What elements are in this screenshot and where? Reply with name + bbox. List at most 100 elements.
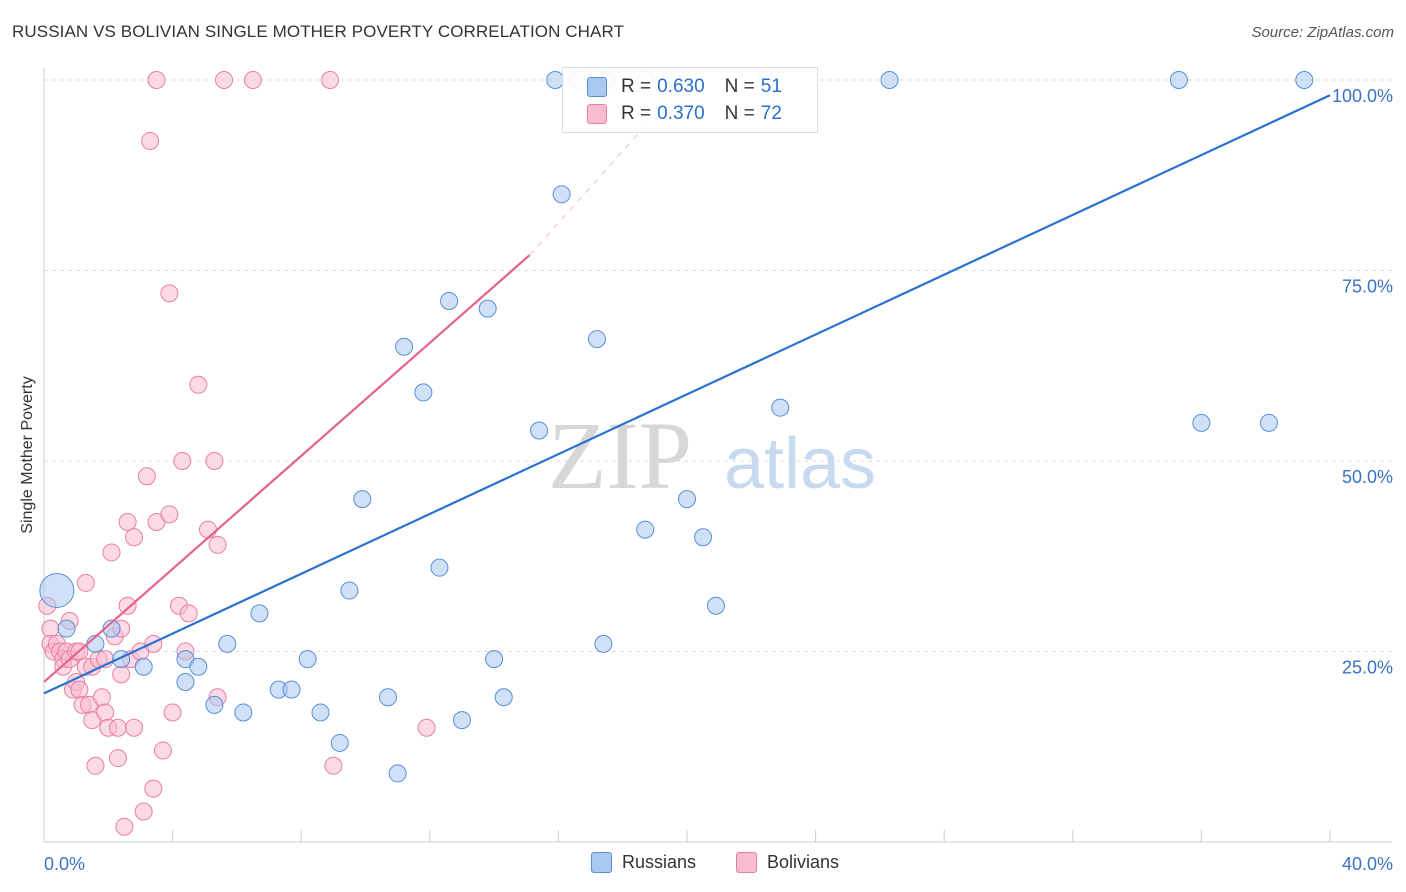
legend-r-value: 0.630 — [657, 76, 705, 97]
bottom-legend-russians[interactable]: Russians — [591, 852, 696, 873]
russian-point — [452, 711, 471, 730]
legend-n-value: 51 — [760, 76, 782, 97]
russian-point — [340, 581, 359, 600]
bolivian-point — [243, 71, 262, 89]
bottom-legend-label: Russians — [622, 852, 697, 872]
bolivian-point — [96, 703, 115, 722]
russian-point — [250, 604, 269, 623]
russian-point — [552, 185, 571, 204]
russian-point — [706, 596, 725, 615]
russian-point — [414, 383, 433, 402]
legend: R = 0.630 N = 51 R = 0.370 N = 72 — [562, 67, 818, 133]
bolivian-point — [160, 284, 179, 303]
russian-point — [39, 573, 75, 609]
chart-source: Source: ZipAtlas.com — [1251, 24, 1394, 41]
y-tick-label: 25.0% — [1342, 658, 1393, 678]
bolivian-point — [173, 452, 192, 470]
russian-point — [353, 490, 372, 509]
bolivian-point — [112, 665, 131, 684]
russian-point — [880, 71, 899, 89]
bolivian-point — [92, 688, 111, 707]
legend-r-value: 0.370 — [657, 103, 705, 124]
trend-lines — [43, 94, 1331, 695]
russian-point — [57, 619, 76, 638]
bolivian-point — [321, 71, 340, 89]
russian-point — [1192, 413, 1211, 432]
russian-point — [440, 291, 459, 310]
russian-point — [176, 672, 195, 691]
bolivian-point — [118, 512, 137, 531]
bolivians-swatch — [736, 852, 757, 873]
russian-point — [694, 528, 713, 547]
bolivian-point — [141, 131, 160, 150]
bolivians-trend-extension — [529, 125, 646, 256]
russian-point — [134, 657, 153, 676]
y-tick-label: 75.0% — [1342, 277, 1393, 297]
bolivian-point — [189, 375, 208, 394]
russian-point — [388, 764, 407, 783]
x-tick-label: 0.0% — [44, 854, 85, 874]
bolivian-point — [125, 528, 144, 547]
bolivian-point — [144, 779, 163, 798]
bolivian-point — [163, 703, 182, 722]
bolivian-point — [137, 467, 156, 486]
bottom-legend-bolivians[interactable]: Bolivians — [736, 852, 839, 873]
bottom-legend-label: Bolivians — [767, 852, 840, 872]
tick-labels: 25.0% 50.0% 75.0% 100.0% 0.0% 40.0% — [44, 86, 1393, 874]
legend-n-label: N = — [724, 76, 755, 97]
bolivian-point — [147, 71, 166, 89]
bolivian-point — [102, 543, 121, 562]
axes — [43, 68, 1392, 843]
russian-point — [311, 703, 330, 722]
bolivians-swatch — [587, 104, 607, 124]
russian-point — [485, 650, 504, 669]
russian-point — [1295, 71, 1314, 89]
russian-point — [189, 657, 208, 676]
russians-trend-line — [43, 94, 1331, 695]
bolivian-point — [324, 756, 343, 775]
bottom-legend: Russians Bolivians — [0, 852, 1406, 878]
bolivians-trend-line — [43, 254, 531, 683]
russian-point — [678, 490, 696, 509]
bolivian-point — [134, 802, 153, 821]
russian-point — [298, 650, 317, 669]
russian-point — [330, 733, 349, 752]
bolivian-point — [160, 505, 179, 524]
watermark: ZIP atlas — [548, 402, 876, 509]
x-tick-label: 40.0% — [1342, 854, 1393, 874]
russians-swatch — [587, 77, 607, 97]
bolivian-point — [417, 718, 436, 737]
russians-swatch — [591, 852, 612, 873]
y-tick-label: 50.0% — [1342, 467, 1393, 487]
bolivian-point — [108, 749, 127, 768]
bolivian-point — [115, 817, 134, 836]
russian-point — [494, 688, 513, 707]
bolivian-point — [205, 452, 224, 470]
watermark-atlas: atlas — [724, 424, 876, 504]
russian-point — [478, 299, 497, 318]
legend-r-label: R = — [621, 103, 652, 124]
russian-point — [234, 703, 253, 722]
russian-point — [205, 695, 224, 714]
bolivian-point — [108, 718, 127, 737]
russian-point — [430, 558, 449, 577]
russian-point — [1259, 413, 1278, 432]
legend-r-label: R = — [621, 76, 652, 97]
russian-point — [636, 520, 655, 539]
bolivian-point — [144, 634, 163, 653]
legend-row-bolivians: R = 0.370 N = 72 — [587, 101, 782, 127]
bolivian-point — [208, 535, 227, 554]
russian-point — [282, 680, 301, 699]
bolivian-point — [125, 718, 144, 737]
bolivian-point — [215, 71, 234, 89]
y-tick-label: 100.0% — [1332, 86, 1393, 106]
grid-lines — [44, 79, 1392, 652]
russian-point — [530, 421, 549, 440]
russian-point — [379, 688, 398, 707]
bolivian-point — [86, 756, 105, 775]
legend-n-label: N = — [724, 103, 755, 124]
bolivian-point — [76, 573, 95, 592]
bolivian-point — [179, 604, 198, 623]
bolivian-point — [118, 596, 137, 615]
